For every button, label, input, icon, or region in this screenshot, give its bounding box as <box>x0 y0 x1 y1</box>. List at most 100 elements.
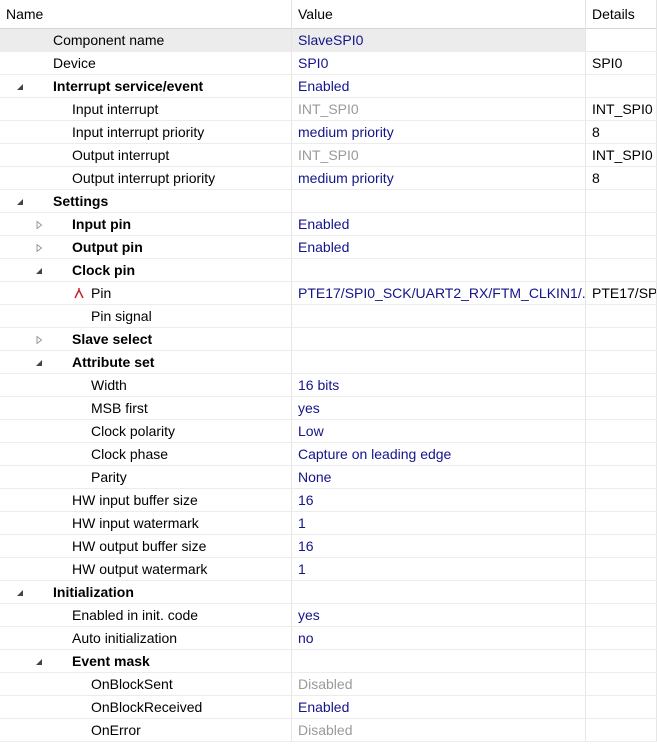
property-row[interactable]: Pin signal <box>0 305 657 328</box>
property-row[interactable]: MSB first yes <box>0 397 657 420</box>
property-row[interactable]: Slave select <box>0 328 657 351</box>
property-row[interactable]: Clock phase Capture on leading edge <box>0 443 657 466</box>
property-row[interactable]: Pin PTE17/SPI0_SCK/UART2_RX/FTM_CLKIN1/..… <box>0 282 657 305</box>
property-row[interactable]: Device SPI0 SPI0 <box>0 52 657 75</box>
cell-name: Input interrupt priority <box>0 121 292 143</box>
property-row[interactable]: HW output watermark 1 <box>0 558 657 581</box>
cell-details: 8 <box>586 167 657 189</box>
property-row[interactable]: Interrupt service/event Enabled <box>0 75 657 98</box>
cell-value: 1 <box>292 512 586 534</box>
expander[interactable] <box>35 359 43 367</box>
property-row[interactable]: HW input buffer size 16 <box>0 489 657 512</box>
cell-details <box>586 29 657 51</box>
cell-name: Device <box>0 52 292 74</box>
cell-name: Auto initialization <box>0 627 292 649</box>
cell-name: Pin signal <box>0 305 292 327</box>
cell-details <box>586 673 657 695</box>
cell-name: Clock pin <box>0 259 292 281</box>
cell-value <box>292 328 586 350</box>
cell-name: Clock phase <box>0 443 292 465</box>
expander[interactable] <box>16 83 24 91</box>
cell-details: SPI0 <box>586 52 657 74</box>
cell-name: Clock polarity <box>0 420 292 442</box>
property-row[interactable]: Component name SlaveSPI0 <box>0 29 657 52</box>
cell-value: Disabled <box>292 673 586 695</box>
rows: Component name SlaveSPI0 Device SPI0 SPI0 Int… <box>0 29 657 742</box>
header-value[interactable]: Value <box>292 0 586 29</box>
cell-name: OnBlockSent <box>0 673 292 695</box>
table-header: Name Value Details <box>0 0 657 29</box>
property-row[interactable]: OnBlockSent Disabled <box>0 673 657 696</box>
cell-details <box>586 374 657 396</box>
cell-value: 16 bits <box>292 374 586 396</box>
cell-details: 8 <box>586 121 657 143</box>
cell-value: INT_SPI0 <box>292 98 586 120</box>
cell-value: medium priority <box>292 121 586 143</box>
cell-value: SlaveSPI0 <box>292 29 586 51</box>
cell-value: 1 <box>292 558 586 580</box>
property-row[interactable]: Input interrupt priority medium priority 8 <box>0 121 657 144</box>
cell-value: medium priority <box>292 167 586 189</box>
cell-details <box>586 328 657 350</box>
cell-value: Disabled <box>292 719 586 741</box>
cell-value <box>292 190 586 212</box>
cell-value: 16 <box>292 535 586 557</box>
header-name[interactable]: Name <box>0 0 292 29</box>
cell-name: Output pin <box>0 236 292 258</box>
cell-details <box>586 719 657 741</box>
header-details[interactable]: Details <box>586 0 657 29</box>
cell-details: INT_SPI0 <box>586 98 657 120</box>
expander[interactable] <box>35 221 43 229</box>
cell-value: yes <box>292 397 586 419</box>
property-row[interactable]: Event mask <box>0 650 657 673</box>
cell-name: Input pin <box>0 213 292 235</box>
property-row[interactable]: Parity None <box>0 466 657 489</box>
cell-name: Enabled in init. code <box>0 604 292 626</box>
cell-details <box>586 650 657 672</box>
property-row[interactable]: Output interrupt INT_SPI0 INT_SPI0 <box>0 144 657 167</box>
cell-name: HW input buffer size <box>0 489 292 511</box>
cell-name: Output interrupt <box>0 144 292 166</box>
cell-name: Interrupt service/event <box>0 75 292 97</box>
expander[interactable] <box>35 336 43 344</box>
cell-details <box>586 627 657 649</box>
property-row[interactable]: Output interrupt priority medium priority… <box>0 167 657 190</box>
cell-value: PTE17/SPI0_SCK/UART2_RX/FTM_CLKIN1/... <box>292 282 586 304</box>
expander[interactable] <box>35 267 43 275</box>
cell-value: None <box>292 466 586 488</box>
cell-value <box>292 305 586 327</box>
property-row[interactable]: Output pin Enabled <box>0 236 657 259</box>
cell-details <box>586 190 657 212</box>
expander[interactable] <box>16 589 24 597</box>
cell-details <box>586 558 657 580</box>
property-row[interactable]: Input interrupt INT_SPI0 INT_SPI0 <box>0 98 657 121</box>
expander[interactable] <box>35 244 43 252</box>
property-row[interactable]: OnError Disabled <box>0 719 657 742</box>
cell-details <box>586 696 657 718</box>
cell-value <box>292 259 586 281</box>
cell-name: Slave select <box>0 328 292 350</box>
cell-details <box>586 236 657 258</box>
property-row[interactable]: Input pin Enabled <box>0 213 657 236</box>
cell-value: Capture on leading edge <box>292 443 586 465</box>
property-row[interactable]: Auto initialization no <box>0 627 657 650</box>
expander[interactable] <box>35 658 43 666</box>
property-row[interactable]: Settings <box>0 190 657 213</box>
cell-details <box>586 489 657 511</box>
expander[interactable] <box>16 198 24 206</box>
property-row[interactable]: Width 16 bits <box>0 374 657 397</box>
cell-value: no <box>292 627 586 649</box>
property-row[interactable]: OnBlockReceived Enabled <box>0 696 657 719</box>
property-row[interactable]: Clock pin <box>0 259 657 282</box>
cell-name: Event mask <box>0 650 292 672</box>
property-row[interactable]: Initialization <box>0 581 657 604</box>
cell-value: INT_SPI0 <box>292 144 586 166</box>
cell-name: HW input watermark <box>0 512 292 534</box>
property-row[interactable]: HW output buffer size 16 <box>0 535 657 558</box>
property-row[interactable]: HW input watermark 1 <box>0 512 657 535</box>
property-row[interactable]: Clock polarity Low <box>0 420 657 443</box>
property-row[interactable]: Enabled in init. code yes <box>0 604 657 627</box>
cell-name: OnError <box>0 719 292 741</box>
property-row[interactable]: Attribute set <box>0 351 657 374</box>
cell-value: Enabled <box>292 213 586 235</box>
